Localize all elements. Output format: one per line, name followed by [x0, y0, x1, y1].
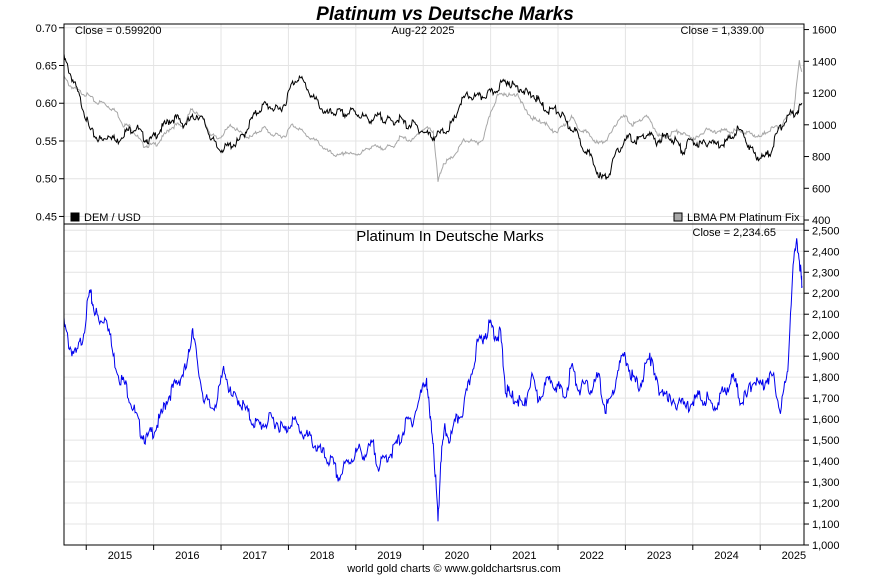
top-right-tick-400: 400 — [812, 215, 830, 227]
x-tick-label-2018: 2018 — [310, 550, 334, 562]
bottom-series-line — [63, 238, 803, 522]
x-tick-label-2024: 2024 — [714, 550, 738, 562]
top-left-tick-0.45: 0.45 — [36, 211, 57, 223]
top-panel: 0.70 0.65 0.60 0.55 0.50 0.45 1600 1400 1200 100… — [36, 23, 837, 227]
bottom-right-tick-1,200: 1,200 — [812, 498, 840, 510]
x-axis: 2015 2016 2017 2018 2019 2020 2021 2022 2023 2024… — [85, 545, 806, 562]
legend-dem-usd: DEM / USD — [84, 212, 141, 224]
bottom-right-tick-1,600: 1,600 — [812, 414, 840, 426]
bottom-right-tick-2,000: 2,000 — [812, 330, 840, 342]
bottom-right-tick-1,300: 1,300 — [812, 477, 840, 489]
bottom-right-tick-2,100: 2,100 — [812, 309, 840, 321]
legend-swatch-dem — [70, 212, 80, 222]
x-tick-label-2023: 2023 — [647, 550, 671, 562]
bottom-right-tick-1,500: 1,500 — [812, 435, 840, 447]
bottom-right-tick-1,700: 1,700 — [812, 393, 840, 405]
x-tick-label-2025: 2025 — [782, 550, 806, 562]
bottom-right-tick-2,300: 2,300 — [812, 267, 840, 279]
chart-title: Platinum vs Deutsche Marks — [316, 4, 574, 25]
top-right-tick-1400: 1400 — [812, 56, 836, 68]
bottom-right-tick-1,800: 1,800 — [812, 372, 840, 384]
x-tick-label-2016: 2016 — [175, 550, 199, 562]
bottom-right-tick-1,400: 1,400 — [812, 456, 840, 468]
legend-swatch-platinum — [673, 212, 683, 222]
chart-date: Aug-22 2025 — [392, 25, 455, 37]
bottom-gridlines — [64, 224, 804, 546]
top-right-tick-800: 800 — [812, 152, 830, 164]
bottom-right-tick-2,200: 2,200 — [812, 288, 840, 300]
bottom-chart-title: Platinum In Deutsche Marks — [356, 228, 544, 245]
top-right-axis: 1600 1400 1200 1000 800 600 400 — [804, 25, 836, 227]
bottom-right-axis: 2,500 2,400 2,300 2,200 2,100 2,000 1,900 1,800… — [804, 225, 840, 552]
bottom-plot-frame — [63, 223, 805, 546]
top-left-tick-0.55: 0.55 — [36, 136, 57, 148]
top-left-tick-0.60: 0.60 — [36, 98, 57, 110]
top-left-tick-0.65: 0.65 — [36, 61, 57, 73]
top-close-right: Close = 1,339.00 — [681, 25, 764, 37]
x-tick-label-2022: 2022 — [579, 550, 603, 562]
footer-credit: world gold charts © www.goldchartsrus.co… — [346, 563, 561, 575]
top-series-lines — [63, 53, 803, 182]
bottom-right-tick-1,000: 1,000 — [812, 540, 840, 552]
series-line-platinum — [63, 60, 803, 182]
top-gridlines — [64, 24, 804, 224]
top-right-tick-1200: 1200 — [812, 88, 836, 100]
top-right-tick-1000: 1000 — [812, 120, 836, 132]
bottom-right-tick-1,100: 1,100 — [812, 519, 840, 531]
top-right-tick-1600: 1600 — [812, 25, 836, 37]
bottom-right-tick-2,400: 2,400 — [812, 246, 840, 258]
top-left-tick-0.50: 0.50 — [36, 174, 57, 186]
x-tick-label-2015: 2015 — [108, 550, 132, 562]
series-line-platinum-in-dem — [63, 238, 803, 522]
top-left-tick-0.70: 0.70 — [36, 23, 57, 35]
bottom-right-tick-2,500: 2,500 — [812, 225, 840, 237]
bottom-panel: 2,500 2,400 2,300 2,200 2,100 2,000 1,900 1,800… — [63, 223, 840, 552]
x-tick-label-2019: 2019 — [377, 550, 401, 562]
x-tick-label-2017: 2017 — [242, 550, 266, 562]
top-close-left: Close = 0.599200 — [75, 25, 162, 37]
bottom-right-tick-1,900: 1,900 — [812, 351, 840, 363]
top-left-axis: 0.70 0.65 0.60 0.55 0.50 0.45 — [36, 23, 64, 223]
x-tick-label-2021: 2021 — [512, 550, 536, 562]
series-line-dem-usd — [63, 53, 803, 180]
x-tick-label-2020: 2020 — [445, 550, 469, 562]
top-right-tick-600: 600 — [812, 183, 830, 195]
bottom-close-right: Close = 2,234.65 — [693, 227, 776, 239]
legend-platinum: LBMA PM Platinum Fix — [687, 212, 800, 224]
